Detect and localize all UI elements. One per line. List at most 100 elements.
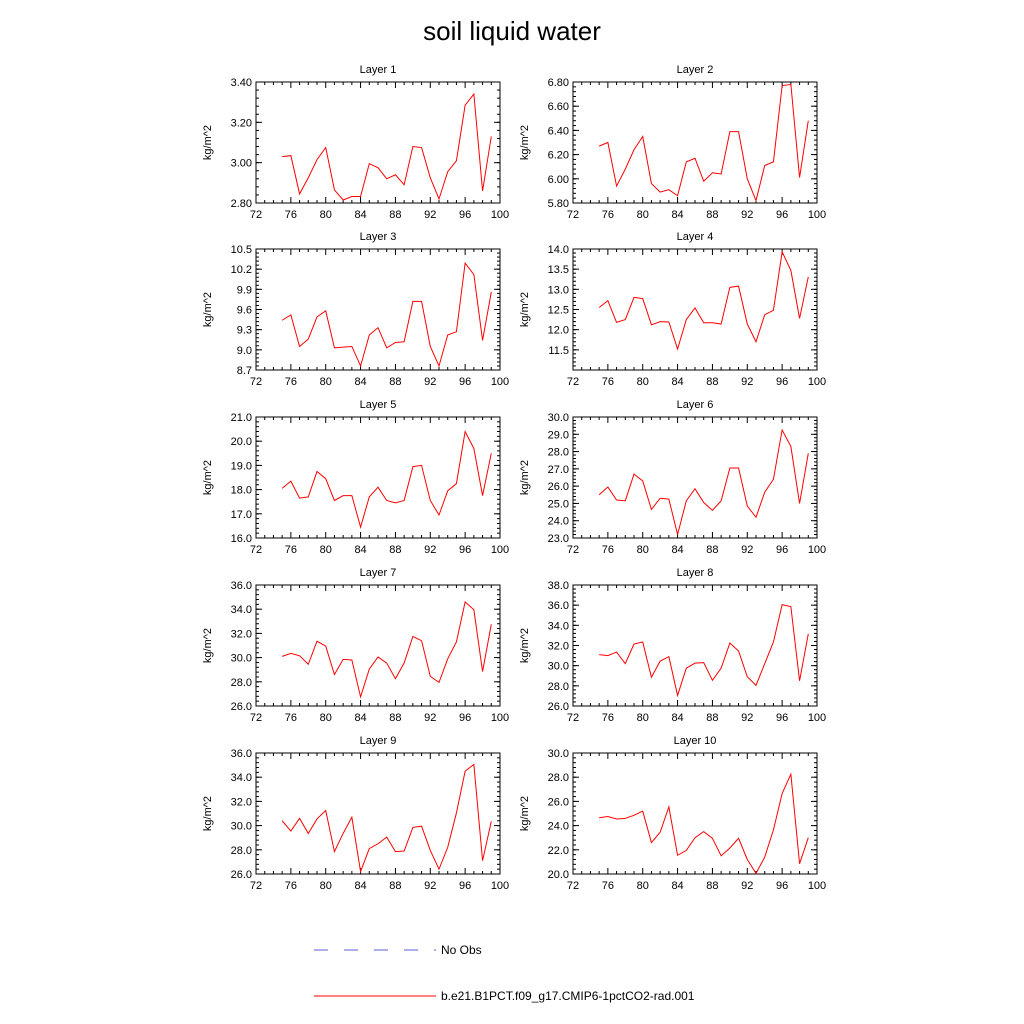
x-tick-label: 88 [706, 880, 718, 892]
series-line [598, 428, 809, 535]
x-tick-label: 80 [637, 712, 649, 724]
x-tick-label: 88 [389, 880, 401, 892]
y-tick-label: 36.0 [548, 600, 569, 612]
x-tick-label: 80 [320, 544, 332, 556]
y-tick-label: 28.0 [231, 677, 252, 689]
y-axis-label: kg/m^2 [202, 460, 214, 495]
y-tick-label: 9.9 [237, 284, 252, 296]
x-tick-label: 96 [459, 544, 471, 556]
y-tick-label: 26.0 [231, 701, 252, 713]
y-tick-label: 36.0 [231, 748, 252, 760]
y-tick-label: 10.5 [231, 244, 252, 256]
y-tick-label: 20.0 [548, 869, 569, 881]
y-tick-label: 34.0 [231, 604, 252, 616]
x-tick-label: 100 [808, 209, 826, 221]
x-tick-label: 92 [424, 209, 436, 221]
x-tick-label: 92 [741, 376, 753, 388]
y-tick-label: 19.0 [231, 460, 252, 472]
x-tick-label: 96 [776, 544, 788, 556]
x-tick-label: 88 [706, 712, 718, 724]
panel-4: Layer 4 72 76 80 84 88 92 96 100 11.5 12.0 12.5 13.0… [519, 231, 826, 388]
panel-title: Layer 4 [677, 231, 714, 243]
y-tick-label: 30.0 [548, 748, 569, 760]
panel-title: Layer 6 [677, 399, 714, 411]
panel-title: Layer 1 [360, 64, 397, 76]
y-tick-label: 30.0 [231, 653, 252, 665]
x-tick-label: 92 [741, 209, 753, 221]
x-tick-label: 84 [354, 209, 366, 221]
y-tick-label: 3.40 [231, 77, 252, 89]
series-line [281, 261, 492, 368]
y-tick-label: 26.0 [548, 701, 569, 713]
panel-title: Layer 10 [674, 735, 717, 747]
y-tick-label: 16.0 [231, 533, 252, 545]
y-tick-label: 32.0 [231, 628, 252, 640]
plot-frame [255, 584, 501, 707]
y-tick-label: 18.0 [231, 485, 252, 497]
y-tick-label: 3.20 [231, 117, 252, 129]
series-line [598, 83, 809, 203]
x-tick-label: 76 [602, 544, 614, 556]
x-tick-label: 76 [602, 376, 614, 388]
x-tick-label: 96 [459, 712, 471, 724]
x-tick-label: 76 [285, 209, 297, 221]
x-tick-label: 84 [671, 544, 683, 556]
legend-model-label: b.e21.B1PCT.f09_g17.CMIP6-1pctCO2-rad.00… [441, 989, 695, 1003]
panel-title: Layer 2 [677, 64, 714, 76]
x-tick-label: 88 [706, 209, 718, 221]
panel-title: Layer 3 [360, 231, 397, 243]
series-line [282, 92, 492, 201]
y-tick-label: 10.2 [231, 264, 252, 276]
y-tick-label: 26.0 [548, 796, 569, 808]
x-tick-label: 100 [491, 880, 509, 892]
panel-5: Layer 5 72 76 80 84 88 92 96 100 16.0 17.0 18.0 19.0… [202, 399, 509, 556]
panel-6: Layer 6 72 76 80 84 88 92 96 100 23.0 24.0 25.0 26.0… [519, 399, 826, 556]
x-tick-label: 72 [567, 712, 579, 724]
series-line [281, 763, 492, 874]
series-line [598, 250, 809, 351]
y-axis-label: kg/m^2 [202, 628, 214, 663]
x-tick-label: 84 [671, 712, 683, 724]
y-tick-label: 21.0 [231, 412, 252, 424]
y-tick-label: 24.0 [548, 516, 569, 528]
x-tick-label: 100 [491, 209, 509, 221]
x-tick-label: 84 [671, 376, 683, 388]
x-tick-label: 76 [285, 880, 297, 892]
panel-title: Layer 5 [360, 399, 397, 411]
y-tick-label: 9.3 [237, 325, 252, 337]
plot-frame [255, 416, 501, 539]
series-line [281, 600, 492, 699]
x-tick-label: 72 [250, 209, 262, 221]
y-tick-label: 13.0 [548, 284, 569, 296]
x-tick-label: 80 [320, 376, 332, 388]
x-tick-label: 80 [637, 209, 649, 221]
y-tick-label: 27.0 [548, 464, 569, 476]
x-tick-label: 84 [671, 880, 683, 892]
y-tick-label: 23.0 [548, 533, 569, 545]
x-tick-label: 72 [567, 880, 579, 892]
panel-3: Layer 3 72 76 80 84 88 92 96 100 8.7 9.0 9.3 9.6 9.9 1… [202, 231, 509, 388]
x-tick-label: 72 [567, 376, 579, 388]
x-tick-label: 96 [776, 712, 788, 724]
legend-obs-label: No Obs [441, 943, 482, 957]
y-axis-label: kg/m^2 [519, 460, 531, 495]
y-tick-label: 30.0 [548, 412, 569, 424]
panels: Layer 1 72 76 80 84 88 92 96 100 2.80 3.00 3.20 3.40… [202, 64, 826, 892]
x-tick-label: 96 [459, 209, 471, 221]
y-tick-label: 8.7 [237, 365, 252, 377]
panel-9: Layer 9 72 76 80 84 88 92 96 100 26.0 28.0 30.0 32.0… [202, 735, 509, 892]
x-tick-label: 84 [354, 880, 366, 892]
x-tick-label: 72 [567, 544, 579, 556]
x-tick-label: 96 [459, 880, 471, 892]
x-tick-label: 100 [808, 376, 826, 388]
y-tick-label: 34.0 [231, 772, 252, 784]
plot-frame [572, 752, 818, 875]
x-tick-label: 100 [491, 376, 509, 388]
x-tick-label: 96 [776, 209, 788, 221]
x-tick-label: 72 [250, 544, 262, 556]
plot-frame [255, 248, 501, 371]
x-tick-label: 76 [285, 712, 297, 724]
x-tick-label: 92 [741, 544, 753, 556]
y-tick-label: 6.00 [548, 174, 569, 186]
